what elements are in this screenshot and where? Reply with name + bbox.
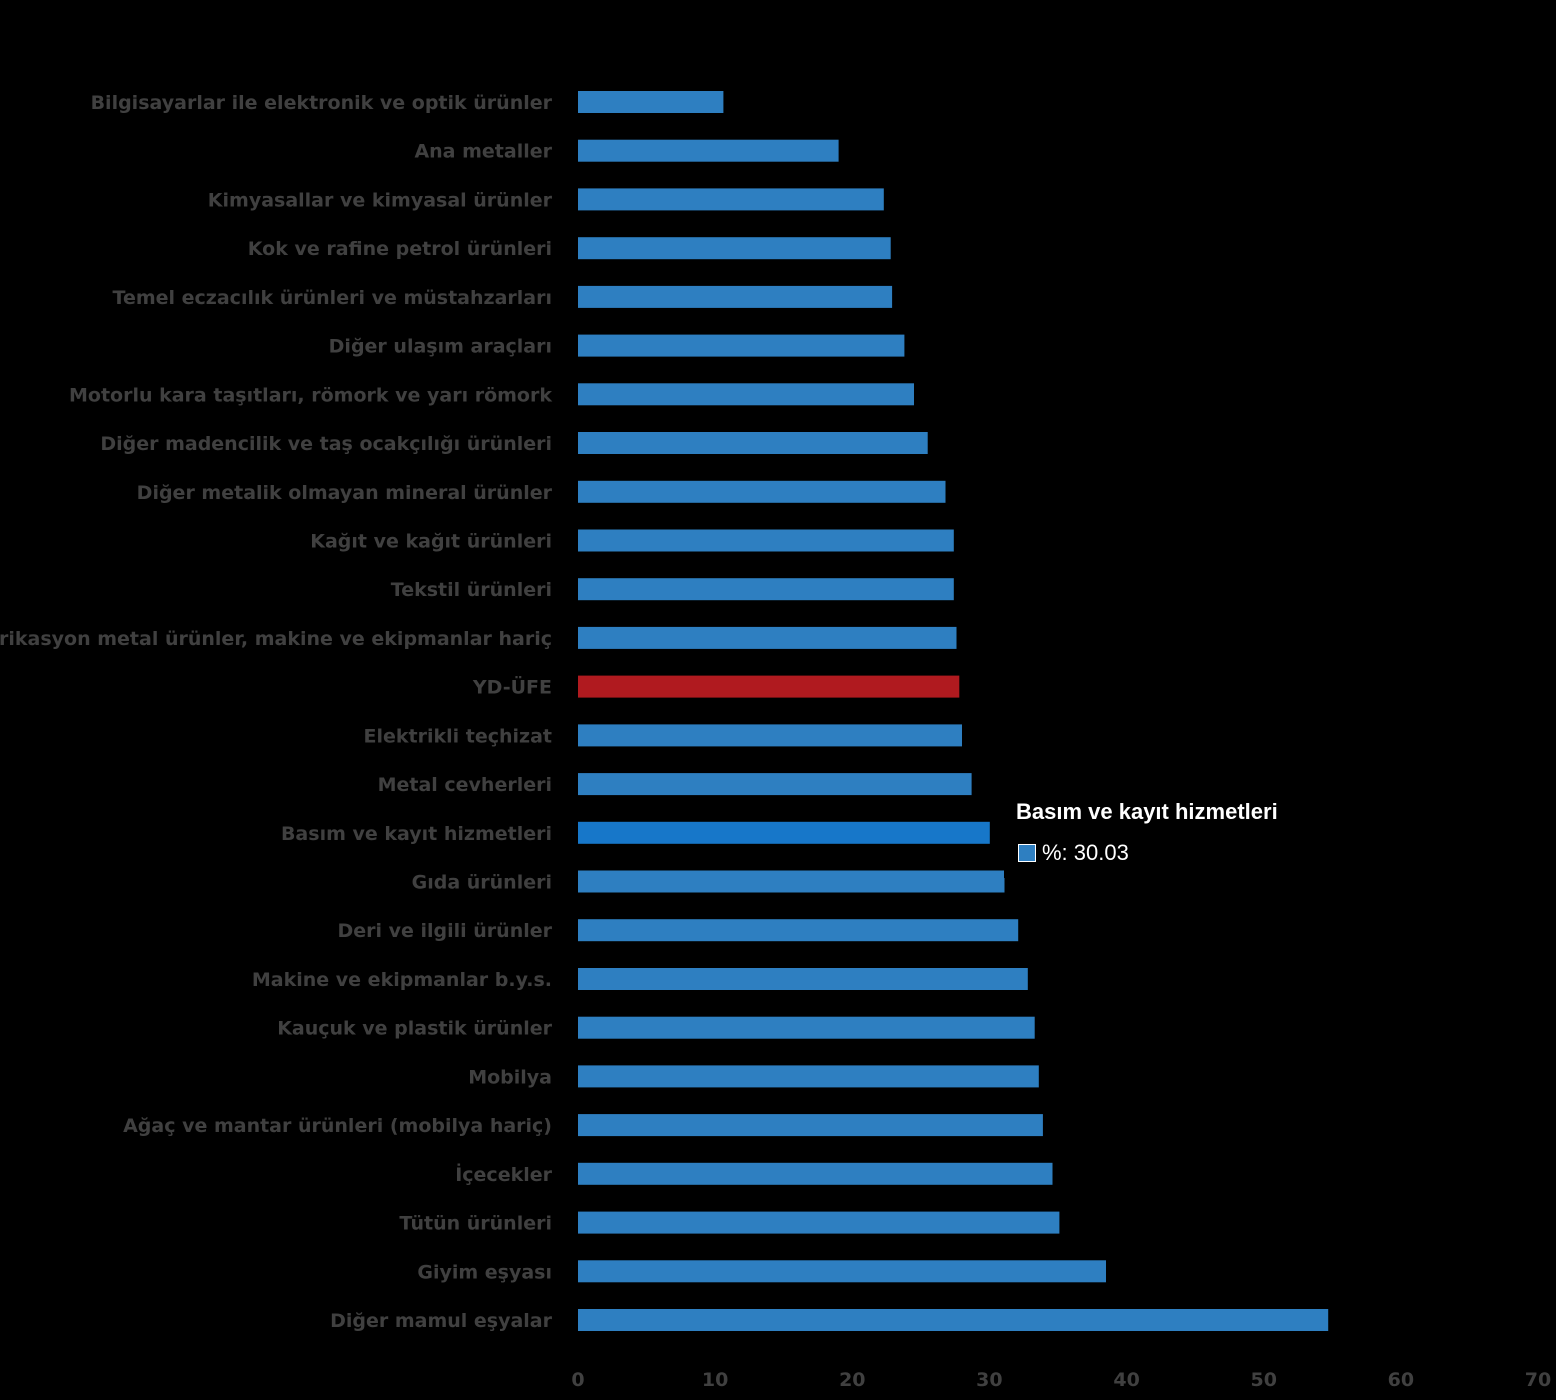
bar[interactable] xyxy=(578,1260,1106,1283)
bar[interactable] xyxy=(578,139,839,162)
category-label: Kağıt ve kağıt ürünleri xyxy=(310,531,552,553)
category-label: Gıda ürünleri xyxy=(412,872,552,894)
category-label: Elektrikli teçhizat xyxy=(364,725,553,747)
tooltip: Basım ve kayıt hizmetleri %: 30.03 xyxy=(1004,788,1314,878)
tooltip-title: Basım ve kayıt hizmetleri xyxy=(1016,799,1278,824)
x-tick-label: 60 xyxy=(1388,1369,1414,1391)
category-label: Makine ve ekipmanlar b.y.s. xyxy=(252,969,552,991)
tooltip-value: %: 30.03 xyxy=(1042,840,1129,865)
bar[interactable] xyxy=(578,821,990,844)
x-axis-tick-labels: 0 10 20 30 40 50 60 70 xyxy=(571,1369,1551,1391)
category-label: Diğer ulaşım araçları xyxy=(329,336,552,358)
tooltip-value-row: %: 30.03 xyxy=(1018,840,1129,866)
bar[interactable] xyxy=(578,1114,1043,1137)
x-tick-label: 20 xyxy=(839,1369,865,1391)
category-label: YD-ÜFE xyxy=(472,675,552,699)
category-labels: Bilgisayarlar ile elektronik ve optik ür… xyxy=(0,92,553,1332)
x-tick-label: 50 xyxy=(1250,1369,1276,1391)
bar[interactable] xyxy=(578,237,891,260)
category-label: Kok ve rafine petrol ürünleri xyxy=(248,238,552,260)
bar[interactable] xyxy=(578,968,1028,990)
category-label: Fabrikasyon metal ürünler, makine ve eki… xyxy=(0,628,552,650)
bar[interactable] xyxy=(578,188,884,211)
category-label: Tekstil ürünleri xyxy=(391,579,552,601)
bar[interactable] xyxy=(578,919,1019,942)
category-label: Temel eczacılık ürünleri ve müstahzarlar… xyxy=(113,287,552,309)
bar[interactable] xyxy=(578,724,962,747)
category-label: Mobilya xyxy=(468,1066,552,1088)
category-label: Kauçuk ve plastik ürünler xyxy=(277,1018,552,1040)
bar[interactable] xyxy=(578,1016,1035,1039)
category-label: Diğer madencilik ve taş ocakçılığı ürünl… xyxy=(100,433,552,455)
bar[interactable] xyxy=(578,1065,1039,1088)
category-label: İçecekler xyxy=(455,1162,552,1186)
category-label: Diğer metalik olmayan mineral ürünler xyxy=(137,482,553,504)
x-tick-label: 0 xyxy=(571,1369,584,1391)
category-label: Ana metaller xyxy=(414,141,552,163)
x-tick-label: 10 xyxy=(702,1369,728,1391)
category-label: Kimyasallar ve kimyasal ürünler xyxy=(208,189,553,211)
category-label: Giyim eşyası xyxy=(417,1261,552,1283)
bar[interactable] xyxy=(578,432,928,454)
bar[interactable] xyxy=(578,1211,1060,1234)
category-label: Deri ve ilgili ürünler xyxy=(337,920,552,942)
bar[interactable] xyxy=(578,91,724,113)
bar[interactable] xyxy=(578,1162,1053,1185)
bar[interactable] xyxy=(578,334,905,357)
category-label: Tütün ürünleri xyxy=(399,1213,552,1235)
bar[interactable] xyxy=(578,578,954,601)
bars-group xyxy=(578,91,1329,1331)
bar[interactable] xyxy=(578,870,1005,893)
x-tick-label: 70 xyxy=(1525,1369,1551,1391)
x-tick-label: 40 xyxy=(1113,1369,1139,1391)
x-tick-label: 30 xyxy=(976,1369,1002,1391)
bar[interactable] xyxy=(578,675,960,698)
tooltip-series-swatch xyxy=(1018,844,1036,862)
bar[interactable] xyxy=(578,285,893,308)
category-label: Bilgisayarlar ile elektronik ve optik ür… xyxy=(91,92,553,114)
category-label: Metal cevherleri xyxy=(378,774,552,796)
bar[interactable] xyxy=(578,626,957,649)
category-label: Diğer mamul eşyalar xyxy=(330,1310,553,1332)
bar[interactable] xyxy=(578,383,914,406)
bar[interactable] xyxy=(578,1309,1329,1331)
bar[interactable] xyxy=(578,480,946,503)
category-label: Basım ve kayıt hizmetleri xyxy=(281,823,552,845)
category-label: Motorlu kara taşıtları, römork ve yarı r… xyxy=(69,384,552,406)
category-label: Ağaç ve mantar ürünleri (mobilya hariç) xyxy=(123,1115,552,1137)
bar[interactable] xyxy=(578,773,972,796)
bar[interactable] xyxy=(578,529,954,552)
